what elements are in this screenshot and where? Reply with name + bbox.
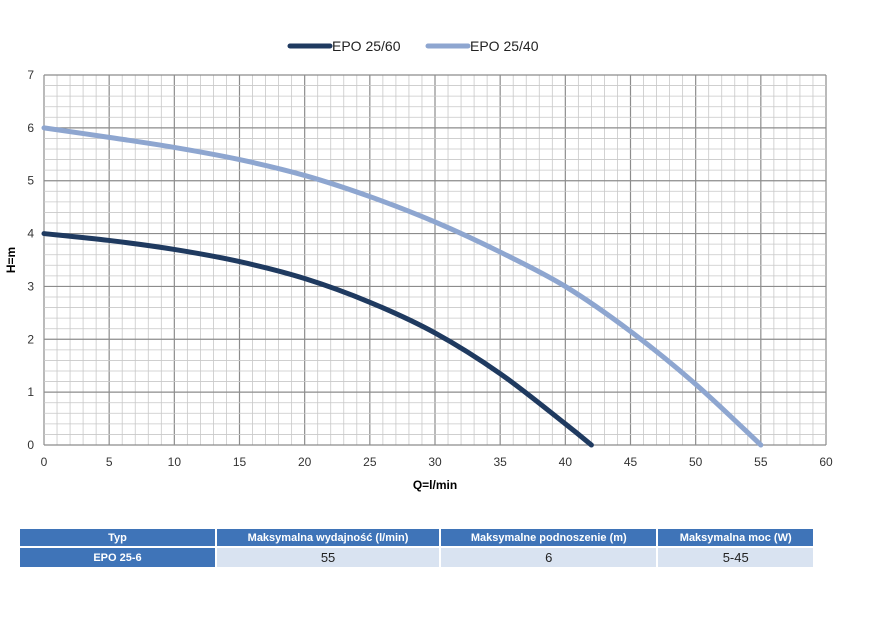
series-line-0 xyxy=(41,231,594,448)
y-tick-label: 3 xyxy=(27,279,34,293)
header-head: Maksymalne podnoszenie (m) xyxy=(441,529,657,548)
x-tick-label: 15 xyxy=(233,455,247,469)
grid xyxy=(43,74,827,446)
y-tick-label: 5 xyxy=(27,174,34,188)
header-typ: Typ xyxy=(20,529,215,548)
table-header-row: Typ Maksymalna wydajność (l/min) Maksyma… xyxy=(20,529,813,548)
y-tick-label: 7 xyxy=(27,68,34,82)
series-line-1 xyxy=(41,125,764,448)
y-tick-label: 4 xyxy=(27,227,34,241)
y-tick-label: 2 xyxy=(27,332,34,346)
cell-head: 6 xyxy=(441,548,657,567)
y-tick-label: 0 xyxy=(27,438,34,452)
x-tick-label: 25 xyxy=(363,455,377,469)
header-flow: Maksymalna wydajność (l/min) xyxy=(217,529,440,548)
x-tick-label: 30 xyxy=(428,455,442,469)
x-tick-label: 35 xyxy=(493,455,507,469)
header-power: Maksymalna moc (W) xyxy=(658,529,813,548)
spec-table: Typ Maksymalna wydajność (l/min) Maksyma… xyxy=(18,529,815,567)
cell-power: 5-45 xyxy=(658,548,813,567)
series-lines xyxy=(41,125,764,448)
x-tick-label: 20 xyxy=(298,455,312,469)
x-tick-label: 50 xyxy=(689,455,703,469)
legend-label: EPO 25/60 xyxy=(332,38,401,54)
x-tick-label: 5 xyxy=(106,455,113,469)
x-tick-label: 60 xyxy=(819,455,833,469)
y-axis-label: H=m xyxy=(4,247,18,273)
y-tick-label: 6 xyxy=(27,121,34,135)
x-tick-label: 0 xyxy=(41,455,48,469)
y-tick-label: 1 xyxy=(27,385,34,399)
x-tick-label: 10 xyxy=(168,455,182,469)
legend-label: EPO 25/40 xyxy=(470,38,539,54)
legend: EPO 25/60 EPO 25/40 xyxy=(287,38,539,54)
x-tick-label: 55 xyxy=(754,455,768,469)
x-axis-label: Q=l/min xyxy=(413,478,457,492)
cell-flow: 55 xyxy=(217,548,440,567)
x-tick-label: 40 xyxy=(559,455,573,469)
x-tick-label: 45 xyxy=(624,455,638,469)
cell-typ: EPO 25-6 xyxy=(20,548,215,567)
table-row: EPO 25-6 55 6 5-45 xyxy=(20,548,813,567)
